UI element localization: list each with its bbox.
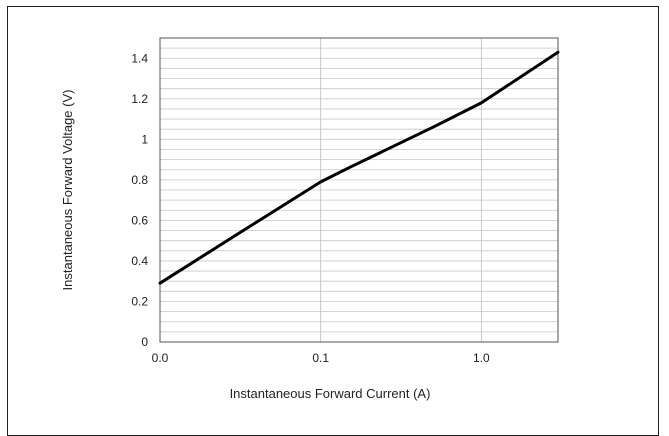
plot-area-border <box>159 37 559 343</box>
y-tick-label: 0.4 <box>131 254 148 268</box>
x-tick-label: 1.0 <box>473 351 490 365</box>
y-tick-label: 1.4 <box>131 51 148 65</box>
y-tick-label: 1.2 <box>131 92 148 106</box>
y-tick-label: 0.2 <box>131 294 148 308</box>
x-tick-label: 0.1 <box>312 351 329 365</box>
series-line <box>158 50 560 285</box>
y-tick-labels: 0 0.2 0.4 0.6 0.8 1 1.2 1.4 <box>131 51 148 349</box>
y-tick-label: 0 <box>141 335 148 349</box>
series-lines <box>158 50 560 285</box>
y-tick-label: 1 <box>141 132 148 146</box>
grid <box>160 38 558 342</box>
y-axis-title: Instantaneous Forward Voltage (V) <box>60 90 75 291</box>
x-tick-label: 0.0 <box>152 351 169 365</box>
chart-frame <box>7 6 659 436</box>
chart: 0 0.2 0.4 0.6 0.8 1 1.2 1.4 0.0 0.1 1.0 Instantan… <box>60 37 560 401</box>
x-axis-title: Instantaneous Forward Current (A) <box>230 386 431 401</box>
y-tick-label: 0.6 <box>131 213 148 227</box>
x-tick-labels: 0.0 0.1 1.0 <box>152 351 490 365</box>
y-tick-label: 0.8 <box>131 173 148 187</box>
